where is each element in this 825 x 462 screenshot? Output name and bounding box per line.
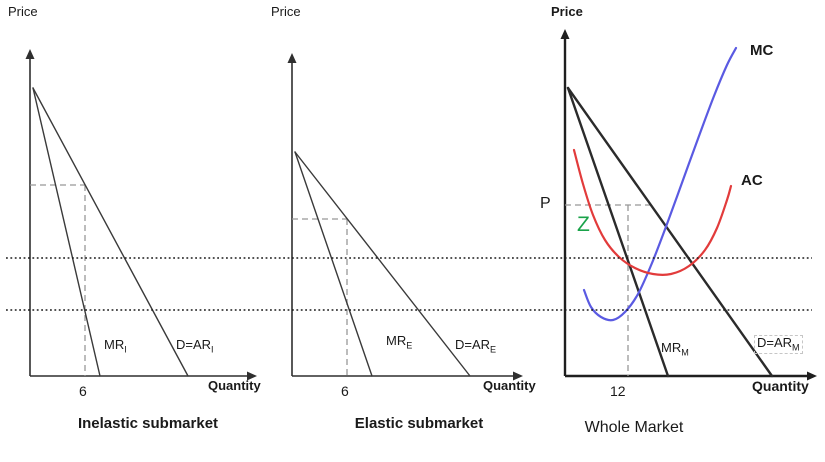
elastic-y-axis-arrow-icon: [287, 53, 297, 63]
whole-market-y-axis-arrow-icon: [560, 29, 570, 39]
inelastic-demand-curve: [32, 87, 189, 377]
mr-whole-market-text: MR: [661, 340, 682, 355]
demand-elastic-label: D=ARE: [455, 337, 497, 355]
inelastic-quantity-axis-label: Quantity: [208, 378, 261, 393]
mr-whole-market-subscript: M: [681, 347, 689, 358]
ac-curve-label: AC: [741, 172, 763, 189]
inelastic-panel-title: Inelastic submarket: [77, 415, 219, 432]
whole-market-quantity-axis-label: Quantity: [752, 378, 809, 394]
whole-market-mr-curve: [566, 86, 670, 378]
elastic-mr-curve: [294, 151, 373, 377]
elastic-panel-title: Elastic submarket: [354, 415, 484, 432]
whole-market-panel-title: Whole Market: [584, 419, 684, 436]
elastic-quantity-tick: 6: [341, 383, 349, 399]
demand-whole-market-text: D=AR: [757, 335, 793, 350]
inelastic-price-axis-label: Price: [8, 4, 38, 19]
mr-inelastic-label: MRI: [104, 337, 127, 355]
elastic-demand-curve: [294, 151, 471, 377]
mr-elastic-label: MRE: [386, 333, 413, 351]
inelastic-mr-curve: [32, 87, 101, 377]
demand-whole-market-subscript: M: [792, 342, 800, 353]
whole-market-x-axis-arrow-icon: [807, 371, 817, 381]
whole-market-price-axis-label: Price: [551, 4, 583, 19]
mc-curve-label: MC: [750, 42, 774, 59]
demand-inelastic-text: D=AR: [176, 337, 212, 352]
demand-elastic-subscript: E: [490, 344, 497, 355]
mr-inelastic-subscript: I: [124, 344, 127, 355]
elastic-x-axis-arrow-icon: [513, 371, 523, 381]
profit-area-label: Z: [577, 213, 590, 236]
whole-market-mc-curve: [582, 46, 738, 322]
demand-elastic-text: D=AR: [455, 337, 491, 352]
elastic-price-axis-label: Price: [271, 4, 301, 19]
inelastic-quantity-tick: 6: [79, 383, 87, 399]
mr-elastic-subscript: E: [406, 340, 413, 351]
whole-market-ac-curve: [572, 148, 733, 276]
mr-inelastic-text: MR: [104, 337, 125, 352]
elastic-quantity-axis-label: Quantity: [483, 378, 536, 393]
demand-inelastic-subscript: I: [211, 344, 214, 355]
demand-whole-market-label: D=ARM: [754, 335, 803, 354]
whole-market-quantity-tick: 12: [610, 383, 626, 399]
inelastic-x-axis-arrow-icon: [247, 371, 257, 381]
demand-inelastic-label: D=ARI: [176, 337, 214, 355]
mr-elastic-text: MR: [386, 333, 407, 348]
inelastic-y-axis-arrow-icon: [25, 49, 35, 59]
mr-whole-market-label: MRM: [661, 340, 689, 358]
whole-market-demand-curve: [566, 86, 774, 378]
price-point-label: P: [540, 195, 551, 212]
